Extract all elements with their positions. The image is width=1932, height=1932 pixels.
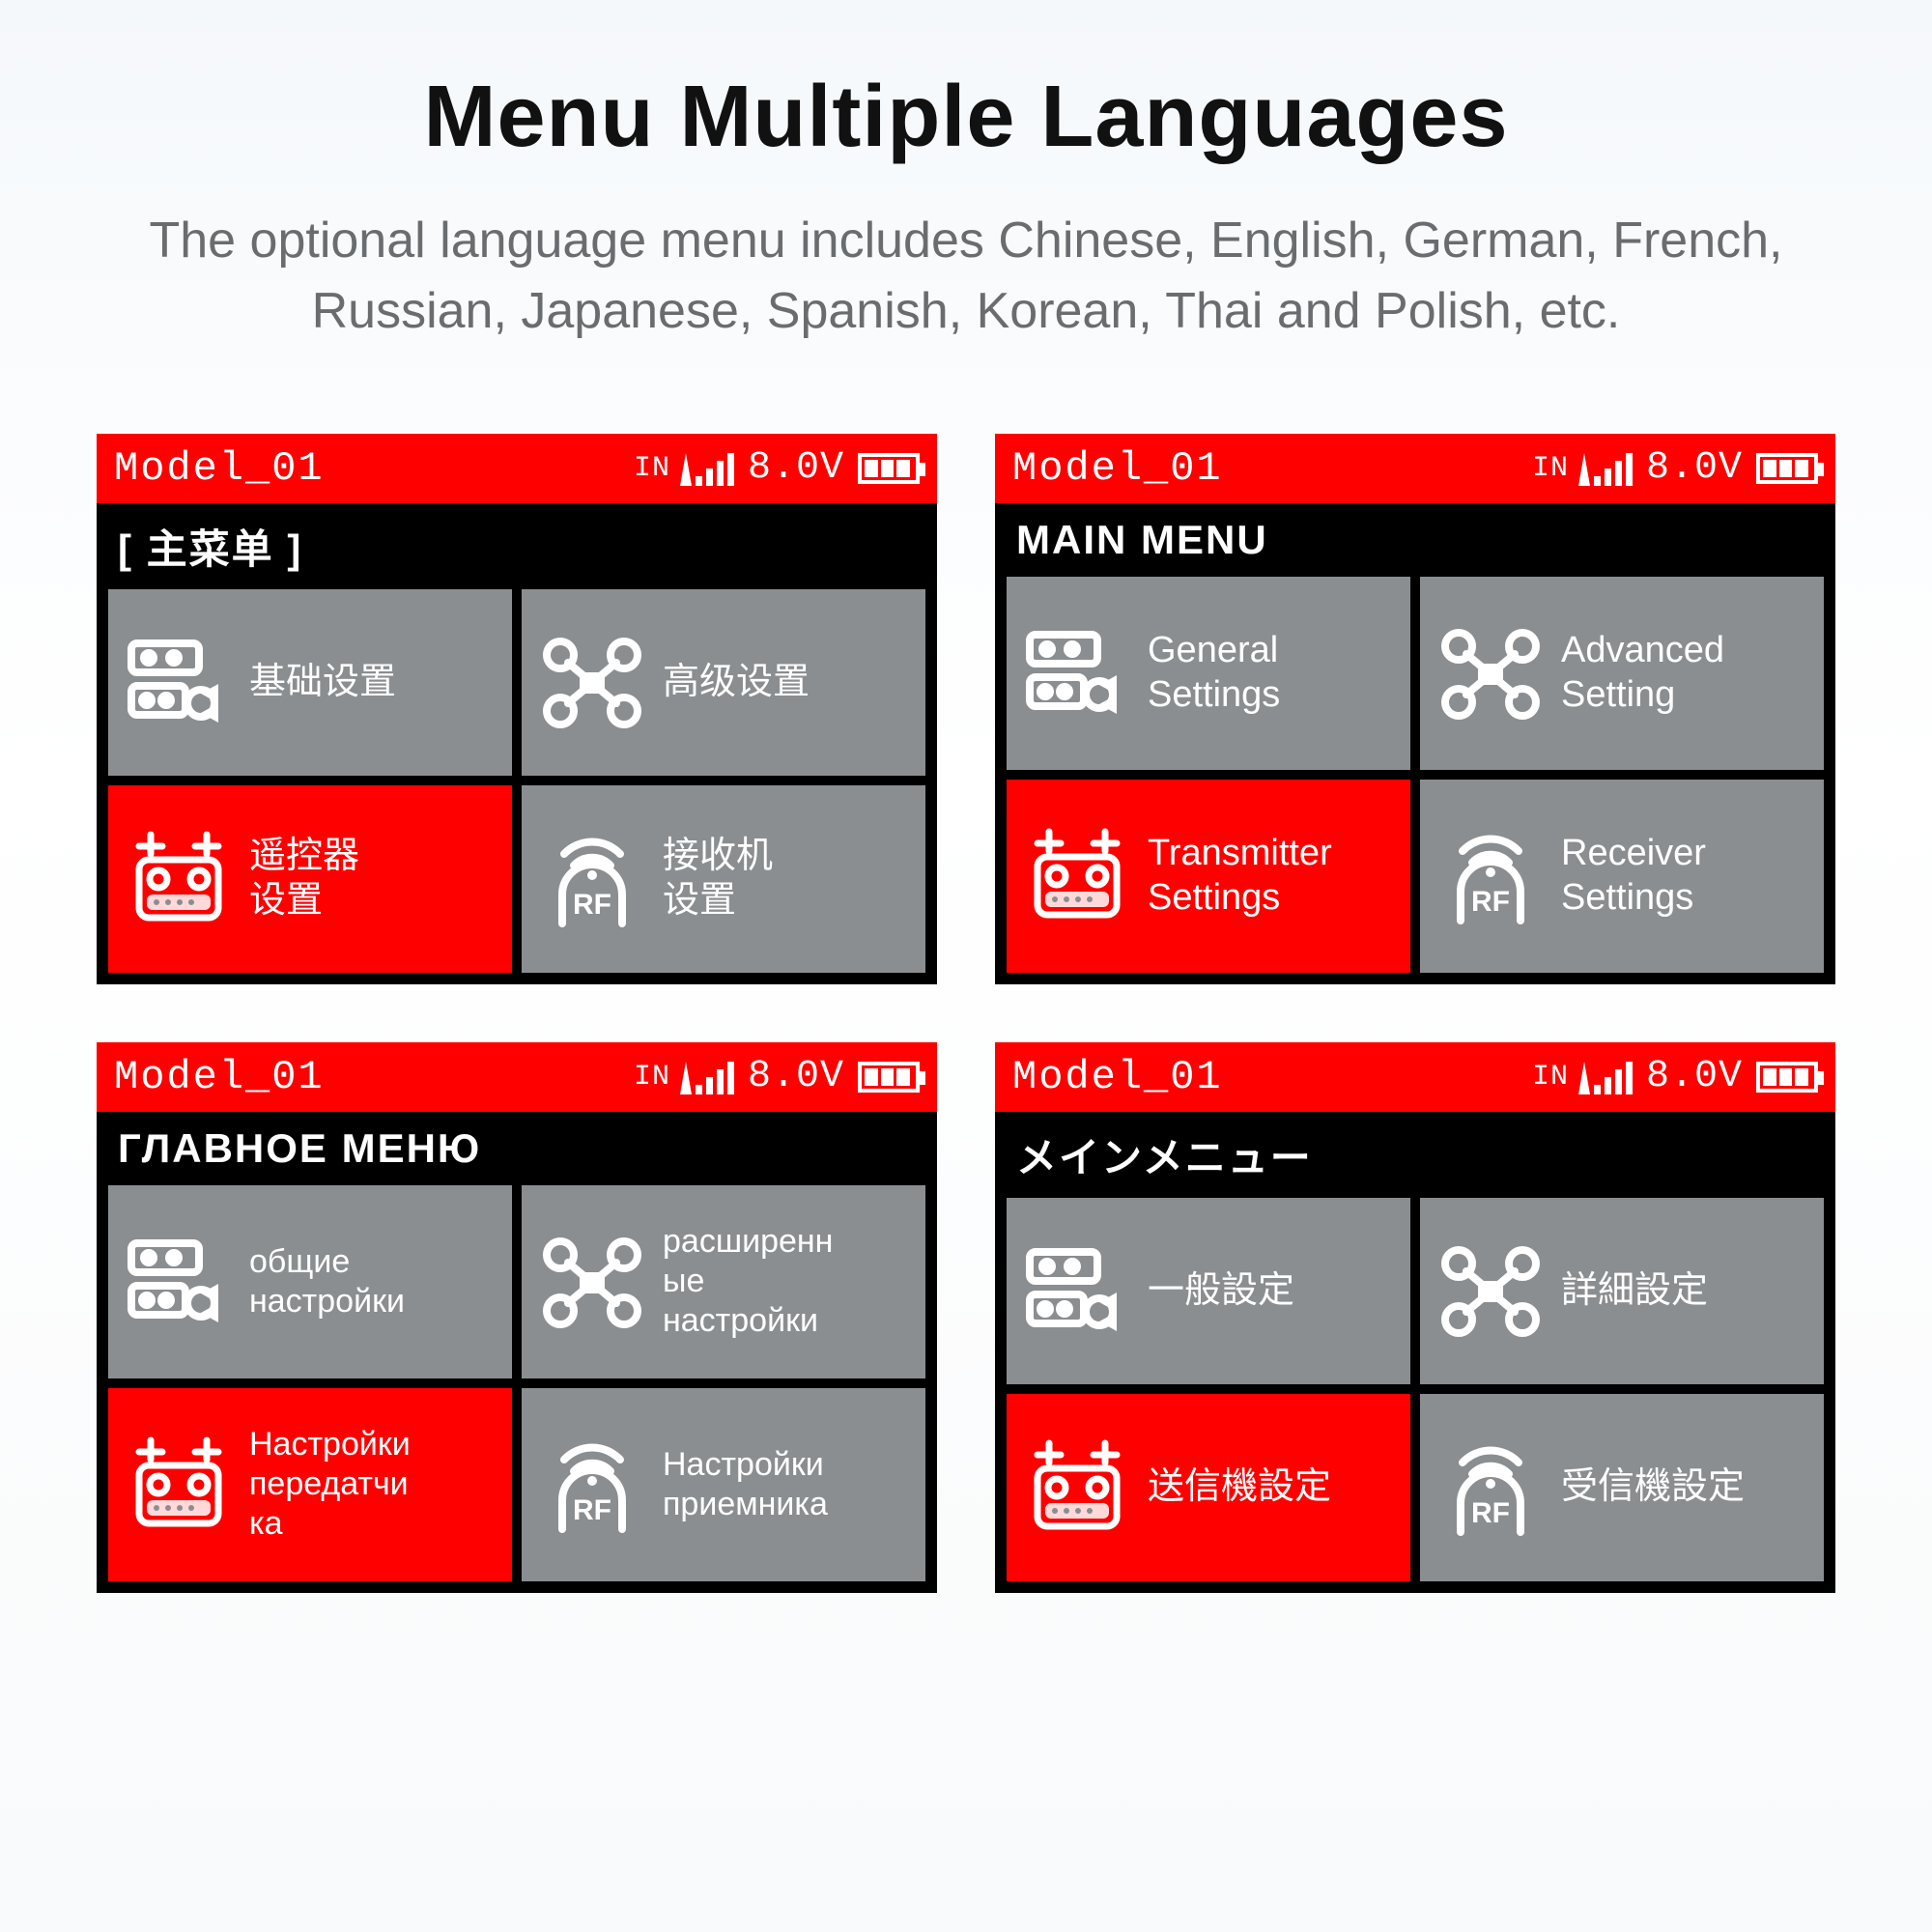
battery-icon (858, 1062, 920, 1093)
tile-label: 詳細設定 (1561, 1269, 1806, 1314)
tile-label: ReceiverSettings (1561, 832, 1806, 920)
radio-icon (126, 1436, 232, 1533)
status-bar: Model_01 IN 8.0V (97, 1042, 937, 1112)
menu-grid: 基础设置 高级设置 遥控器设置 RF 接收机设置 (97, 589, 937, 984)
menu-title: メインメニュー (995, 1112, 1835, 1198)
tile-label: 遥控器设置 (249, 835, 495, 923)
menu-grid: общиенастройки расширенныенастройки Наст… (97, 1185, 937, 1593)
menu-title: MAIN MENU (995, 503, 1835, 577)
screen-russian: Model_01 IN 8.0V ГЛАВНОЕ МЕНЮ общиенастройк… (97, 1042, 937, 1593)
sliders-icon (126, 1234, 232, 1330)
tile-label: GeneralSettings (1148, 629, 1393, 717)
menu-tile-drone[interactable]: AdvancedSetting (1420, 577, 1824, 770)
svg-text:RF: RF (573, 889, 611, 921)
voltage-label: 8.0V (1646, 1055, 1743, 1098)
status-bar: Model_01 IN 8.0V (995, 434, 1835, 503)
tile-label: 受信機設定 (1561, 1465, 1806, 1510)
tile-label: расширенныенастройки (663, 1222, 908, 1340)
menu-tile-radio[interactable]: Настройкипередатчика (108, 1388, 512, 1581)
menu-grid: GeneralSettings AdvancedSetting Transmit… (995, 577, 1835, 984)
tile-label: Настройкипередатчика (249, 1425, 495, 1543)
menu-tile-rf[interactable]: RF 受信機設定 (1420, 1394, 1824, 1581)
drone-icon (1437, 1242, 1544, 1339)
voltage-label: 8.0V (748, 1055, 844, 1098)
signal-icon (1578, 1060, 1633, 1094)
rf-icon: RF (1437, 828, 1544, 924)
drone-icon (539, 1234, 645, 1330)
in-label: IN (634, 1061, 670, 1094)
svg-text:RF: RF (1471, 1497, 1510, 1529)
menu-tile-radio[interactable]: 送信機設定 (1007, 1394, 1410, 1581)
menu-tile-rf[interactable]: RF Настройкиприемника (522, 1388, 925, 1581)
signal-icon (680, 1060, 734, 1094)
signal-icon (1578, 451, 1633, 486)
page-heading: Menu Multiple Languages (97, 68, 1835, 167)
screen-japanese: Model_01 IN 8.0V メインメニュー 一般設定 詳細設定 送信機設定 (995, 1042, 1835, 1593)
screen-english: Model_01 IN 8.0V MAIN MENU GeneralSettings … (995, 434, 1835, 984)
battery-icon (1756, 453, 1818, 484)
rf-icon: RF (1437, 1439, 1544, 1536)
menu-tile-sliders[interactable]: общиенастройки (108, 1185, 512, 1378)
model-label: Model_01 (114, 1054, 325, 1100)
menu-tile-drone[interactable]: расширенныенастройки (522, 1185, 925, 1378)
rf-icon: RF (539, 831, 645, 927)
menu-title: ГЛАВНОЕ МЕНЮ (97, 1112, 937, 1185)
voltage-label: 8.0V (748, 446, 844, 490)
menu-tile-rf[interactable]: RF 接收机设置 (522, 785, 925, 973)
status-bar: Model_01 IN 8.0V (995, 1042, 1835, 1112)
radio-icon (1024, 828, 1130, 924)
model-label: Model_01 (1012, 1054, 1223, 1100)
drone-icon (1437, 625, 1544, 722)
model-label: Model_01 (1012, 445, 1223, 492)
page-subheading: The optional language menu includes Chin… (121, 206, 1811, 347)
menu-tile-sliders[interactable]: GeneralSettings (1007, 577, 1410, 770)
tile-label: 高级设置 (663, 661, 908, 705)
rf-icon: RF (539, 1436, 645, 1533)
menu-tile-sliders[interactable]: 基础设置 (108, 589, 512, 777)
menu-title: [ 主菜单 ] (97, 503, 937, 589)
signal-icon (680, 451, 734, 486)
sliders-icon (1024, 625, 1130, 722)
in-label: IN (1532, 452, 1569, 485)
menu-grid: 一般設定 詳細設定 送信機設定 RF 受信機設定 (995, 1198, 1835, 1593)
menu-tile-radio[interactable]: 遥控器设置 (108, 785, 512, 973)
tile-label: общиенастройки (249, 1242, 495, 1321)
tile-label: 基础设置 (249, 661, 495, 705)
sliders-icon (1024, 1242, 1130, 1339)
radio-icon (126, 831, 232, 927)
tile-label: 送信機設定 (1148, 1465, 1393, 1510)
voltage-label: 8.0V (1646, 446, 1743, 490)
battery-icon (858, 453, 920, 484)
battery-icon (1756, 1062, 1818, 1093)
svg-text:RF: RF (573, 1494, 611, 1526)
svg-text:RF: RF (1471, 886, 1510, 918)
drone-icon (539, 634, 645, 730)
screen-chinese: Model_01 IN 8.0V [ 主菜单 ] 基础设置 高级设置 遥控器设置 (97, 434, 937, 984)
menu-tile-sliders[interactable]: 一般設定 (1007, 1198, 1410, 1385)
menu-tile-drone[interactable]: 高级设置 (522, 589, 925, 777)
menu-tile-rf[interactable]: RF ReceiverSettings (1420, 780, 1824, 973)
sliders-icon (126, 634, 232, 730)
radio-icon (1024, 1439, 1130, 1536)
tile-label: 接收机设置 (663, 835, 908, 923)
in-label: IN (1532, 1061, 1569, 1094)
tile-label: Настройкиприемника (663, 1445, 908, 1524)
model-label: Model_01 (114, 445, 325, 492)
menu-tile-radio[interactable]: TransmitterSettings (1007, 780, 1410, 973)
menu-tile-drone[interactable]: 詳細設定 (1420, 1198, 1824, 1385)
in-label: IN (634, 452, 670, 485)
tile-label: 一般設定 (1148, 1269, 1393, 1314)
tile-label: TransmitterSettings (1148, 832, 1393, 920)
status-bar: Model_01 IN 8.0V (97, 434, 937, 503)
tile-label: AdvancedSetting (1561, 629, 1806, 717)
